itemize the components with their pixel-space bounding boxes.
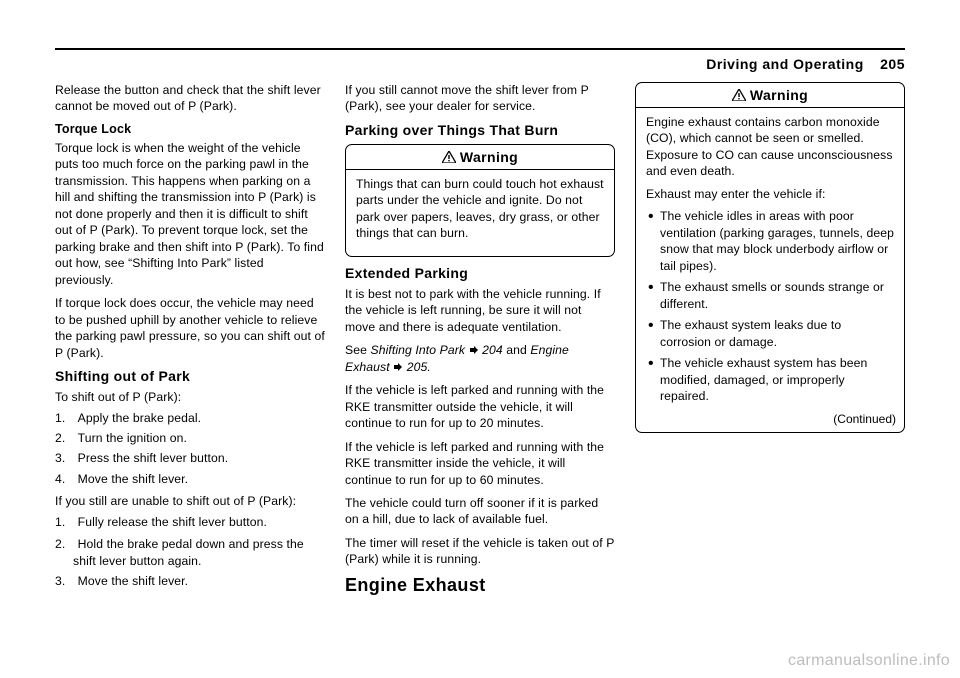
list-item: 1. Fully release the shift lever button. — [55, 514, 325, 530]
page-number: 205 — [880, 56, 905, 72]
body-text: See Shifting Into Park 204 and Engine Ex… — [345, 342, 615, 375]
watermark: carmanualsonline.info — [788, 652, 950, 670]
ordered-list: 1. Fully release the shift lever button. — [55, 514, 325, 530]
warning-body: Engine exhaust contains carbon monoxide … — [636, 108, 904, 412]
link-icon — [469, 343, 479, 353]
warning-title: Warning — [636, 83, 904, 108]
warning-icon — [732, 88, 746, 104]
bullet-list: The vehicle idles in areas with poor ven… — [646, 208, 894, 404]
link-icon — [393, 360, 403, 370]
warning-box: Warning Engine exhaust contains carbon m… — [635, 82, 905, 433]
body-text: If you still cannot move the shift lever… — [345, 82, 615, 115]
list-item: 2. Hold the brake pedal down and press t… — [55, 536, 325, 569]
list-item: The exhaust system leaks due to corrosio… — [646, 317, 894, 350]
continued-label: (Continued) — [636, 412, 904, 426]
body-text: If the vehicle is left parked and runnin… — [345, 382, 615, 431]
body-text: Exhaust may enter the vehicle if: — [646, 186, 894, 202]
body-text: If you still are unable to shift out of … — [55, 493, 325, 509]
section-title: Driving and Operating — [706, 56, 864, 72]
body-text: If the vehicle is left parked and runnin… — [345, 439, 615, 488]
header-rule — [55, 48, 905, 50]
body-text: If torque lock does occur, the vehicle m… — [55, 295, 325, 361]
heading-extended-parking: Extended Parking — [345, 265, 615, 281]
ordered-list: 2. Hold the brake pedal down and press t… — [55, 536, 325, 589]
list-item: 3. Press the shift lever button. — [55, 450, 325, 466]
xref-page: 204 — [479, 343, 503, 357]
warning-icon — [442, 150, 456, 166]
text-columns: Release the button and check that the sh… — [55, 82, 905, 602]
body-text: The vehicle could turn off sooner if it … — [345, 495, 615, 528]
heading-shifting-out: Shifting out of Park — [55, 368, 325, 384]
list-item: 2. Turn the ignition on. — [55, 430, 325, 446]
body-text: To shift out of P (Park): — [55, 389, 325, 405]
body-text: It is best not to park with the vehicle … — [345, 286, 615, 335]
warning-label: Warning — [460, 149, 518, 165]
list-item: 3. Move the shift lever. — [55, 573, 325, 589]
body-text: Release the button and check that the sh… — [55, 82, 325, 115]
list-item: The exhaust smells or sounds strange or … — [646, 279, 894, 312]
body-text: The timer will reset if the vehicle is t… — [345, 535, 615, 568]
page-header: Driving and Operating 205 — [55, 56, 905, 72]
manual-page: Driving and Operating 205 Release the bu… — [55, 48, 905, 602]
warning-label: Warning — [750, 87, 808, 103]
xref-link: Shifting Into Park — [370, 343, 465, 357]
xref-prefix: See — [345, 343, 370, 357]
body-text: Torque lock is when the weight of the ve… — [55, 140, 325, 288]
body-text: Engine exhaust contains carbon monoxide … — [646, 114, 894, 180]
warning-box: Warning Things that can burn could touch… — [345, 144, 615, 257]
subheading-torque-lock: Torque Lock — [55, 122, 325, 136]
list-item: 4. Move the shift lever. — [55, 471, 325, 487]
list-item: 1. Apply the brake pedal. — [55, 410, 325, 426]
warning-title: Warning — [346, 145, 614, 170]
warning-body: Things that can burn could touch hot exh… — [346, 170, 614, 250]
list-item: The vehicle exhaust system has been modi… — [646, 355, 894, 404]
body-text: Things that can burn could touch hot exh… — [356, 176, 604, 242]
heading-engine-exhaust: Engine Exhaust — [345, 575, 615, 596]
xref-page: 205. — [403, 360, 431, 374]
ordered-list: 1. Apply the brake pedal. 2. Turn the ig… — [55, 410, 325, 488]
xref-sep: and — [503, 343, 531, 357]
list-item: The vehicle idles in areas with poor ven… — [646, 208, 894, 274]
heading-parking-burn: Parking over Things That Burn — [345, 122, 615, 138]
